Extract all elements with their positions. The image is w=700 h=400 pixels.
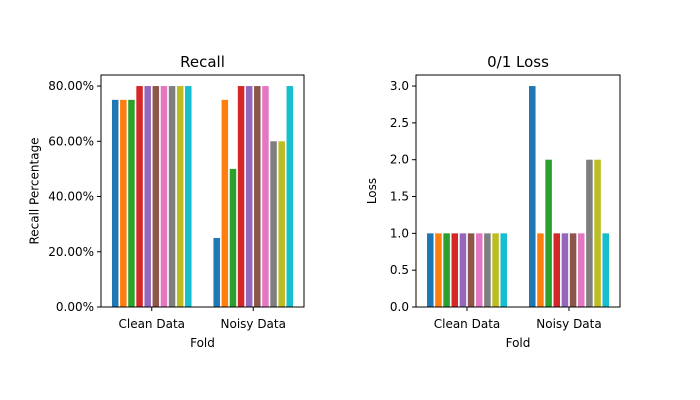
- loss-xtick-label: Noisy Data: [536, 317, 601, 331]
- loss-bar-noisy-data-7: [577, 233, 585, 307]
- recall-axes-frame: [100, 74, 305, 308]
- loss-y-axis-label: Loss: [365, 178, 379, 204]
- recall-y-axis-label: Recall Percentage: [27, 137, 41, 244]
- loss-ytick-label: 0.0: [390, 300, 409, 314]
- loss-chart-title: 0/1 Loss: [487, 53, 549, 71]
- recall-bar-clean-data-10: [185, 86, 192, 307]
- loss-ytick-label: 2.0: [390, 153, 409, 167]
- loss-bar-noisy-data-8: [586, 159, 593, 307]
- loss-bar-clean-data-3: [443, 233, 450, 307]
- recall-xtick-label: Noisy Data: [221, 317, 286, 331]
- loss-bar-noisy-data-3: [545, 159, 552, 307]
- recall-ytick-label: 60.00%: [48, 134, 94, 148]
- loss-bar-noisy-data-1: [529, 86, 536, 307]
- loss-axes-frame: [415, 74, 621, 308]
- recall-chart: 0.00% 20.00% 40.00% 60.00% 80.00% Clean Data N…: [27, 53, 305, 350]
- loss-bar-noisy-data-6: [569, 233, 577, 307]
- recall-bar-clean-data-2: [120, 99, 127, 307]
- loss-bar-noisy-data-9: [594, 159, 601, 307]
- recall-bar-noisy-data-3: [229, 168, 237, 307]
- loss-ytick-label: 3.0: [390, 79, 409, 93]
- recall-chart-title: Recall: [180, 53, 225, 71]
- recall-ytick-label: 80.00%: [48, 79, 94, 93]
- loss-x-axis-label: Fold: [506, 336, 531, 350]
- loss-bar-clean-data-9: [492, 233, 499, 307]
- recall-bar-clean-data-8: [168, 86, 176, 307]
- loss-ytick-label: 1.5: [390, 190, 409, 204]
- loss-chart: 0.0 0.5 1.0 1.5 2.0 2.5 3.0 Clean Data Noisy Dat…: [365, 53, 621, 350]
- loss-ytick-label: 1.0: [390, 226, 409, 240]
- loss-bar-clean-data-8: [484, 233, 491, 307]
- recall-bar-noisy-data-1: [213, 237, 220, 307]
- loss-bar-noisy-data-2: [537, 233, 544, 307]
- recall-ytick-label: 0.00%: [56, 300, 94, 314]
- recall-xtick-label: Clean Data: [118, 317, 185, 331]
- recall-bar-noisy-data-2: [221, 99, 229, 307]
- recall-bar-noisy-data-5: [245, 86, 253, 307]
- recall-bar-noisy-data-6: [254, 86, 261, 307]
- loss-ytick-label: 2.5: [390, 116, 409, 130]
- recall-ytick-label: 20.00%: [48, 245, 94, 259]
- recall-bar-clean-data-5: [144, 86, 151, 307]
- loss-bar-clean-data-6: [467, 233, 475, 307]
- loss-bar-noisy-data-5: [561, 233, 569, 307]
- recall-x-axis-label: Fold: [190, 336, 215, 350]
- recall-bar-clean-data-7: [160, 86, 168, 307]
- recall-bar-noisy-data-8: [270, 141, 277, 307]
- recall-bar-noisy-data-4: [237, 86, 245, 307]
- loss-bar-clean-data-4: [451, 233, 459, 307]
- loss-bar-clean-data-2: [435, 233, 442, 307]
- recall-bar-clean-data-4: [136, 86, 143, 307]
- recall-bar-noisy-data-7: [262, 86, 269, 307]
- recall-bar-clean-data-6: [152, 86, 160, 307]
- loss-bar-noisy-data-4: [553, 233, 561, 307]
- loss-bar-noisy-data-10: [602, 233, 609, 307]
- recall-bar-clean-data-1: [111, 99, 119, 307]
- loss-bar-clean-data-10: [500, 233, 507, 307]
- loss-bar-clean-data-1: [427, 233, 434, 307]
- recall-bar-noisy-data-10: [286, 86, 294, 307]
- loss-bar-clean-data-7: [475, 233, 483, 307]
- loss-xtick-label: Clean Data: [434, 317, 501, 331]
- loss-ytick-label: 0.5: [390, 263, 409, 277]
- recall-ytick-label: 40.00%: [48, 190, 94, 204]
- loss-bar-clean-data-5: [459, 233, 467, 307]
- recall-bar-noisy-data-9: [278, 141, 285, 307]
- recall-bar-clean-data-3: [128, 99, 135, 307]
- recall-bar-clean-data-9: [176, 86, 184, 307]
